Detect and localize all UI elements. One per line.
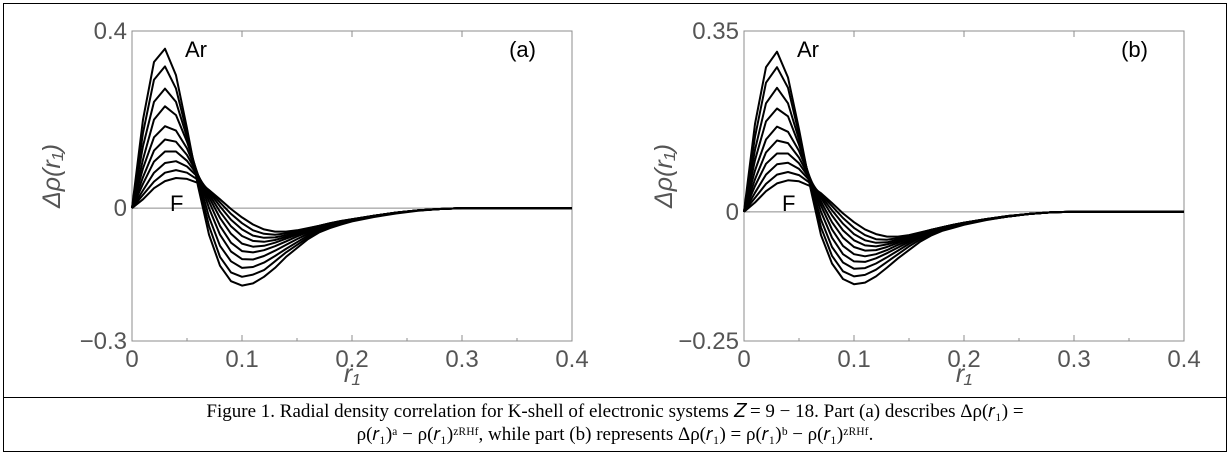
x-tick-label-b-1: 0.1 [837,346,870,373]
series-line-a-0 [131,47,572,287]
series-line-b-8 [743,171,1184,241]
chart-panel-a: 0 0.1 0.2 0.3 0.4 −0.3 0 0.4 r₁ Δρ(r₁) Ar F (a) [4,4,616,397]
annotation-f-b: F [782,191,795,216]
chart-panel-b: 0 0.1 0.2 0.3 0.4 −0.25 0 0.35 r₁ Δρ(r₁) Ar F (b) [616,4,1228,397]
series-line-b-0 [743,50,1184,286]
y-tick-label-a-1: 0 [114,195,127,222]
x-tick-label-a-0: 0 [125,346,138,373]
x-tick-label-b-3: 0.3 [1057,346,1090,373]
x-axis-label-a: r₁ [344,360,360,388]
series-line-b-6 [743,152,1184,248]
x-tick-label-a-4: 0.4 [555,346,588,373]
panel-label-b: (b) [1121,37,1148,62]
series-line-b-9 [743,179,1184,238]
panel-label-a: (a) [509,37,536,62]
annotation-ar-a: Ar [185,37,207,62]
series-line-a-6 [131,150,572,243]
series-line-b-7 [743,161,1184,244]
annotation-f-a: F [170,191,183,216]
y-tick-label-b-2: 0.35 [692,18,739,45]
series-line-a-8 [131,169,572,236]
figure-caption: Figure 1. Radial density correlation for… [4,400,1226,446]
x-tick-label-a-3: 0.3 [445,346,478,373]
series-line-a-9 [131,177,572,233]
x-axis-label-b: r₁ [956,360,972,388]
caption-line-2: ρ(𝑟₁)ᵃ − ρ(𝑟₁)ᶻᴿᴴᶠ, while part (b) repre… [356,424,874,445]
y-tick-label-a-0: −0.3 [80,328,127,355]
y-axis-label-b: Δρ(r₁) [650,144,678,209]
x-tick-label-b-0: 0 [737,346,750,373]
series-line-b-5 [743,139,1184,252]
x-tick-label-a-2: 0.2 [335,346,368,373]
x-tick-label-b-4: 0.4 [1167,346,1200,373]
x-tick-label-b-2: 0.2 [947,346,980,373]
y-tick-label-b-0: −0.25 [678,328,739,355]
y-tick-label-a-2: 0.4 [94,18,127,45]
y-tick-label-b-1: 0 [726,199,739,226]
y-axis-label-a: Δρ(r₁) [38,144,66,209]
x-tick-label-a-1: 0.1 [225,346,258,373]
caption-line-1: Figure 1. Radial density correlation for… [206,401,1024,422]
annotation-ar-b: Ar [797,37,819,62]
caption-divider [4,397,1226,398]
series-line-b-4 [743,125,1184,258]
series-line-a-1 [131,65,572,278]
series-line-b-1 [743,66,1184,278]
series-line-a-5 [131,138,572,248]
figure-table: 0 0.1 0.2 0.3 0.4 −0.3 0 0.4 r₁ Δρ(r₁) Ar F (a) 0 0.1… [3,3,1227,452]
